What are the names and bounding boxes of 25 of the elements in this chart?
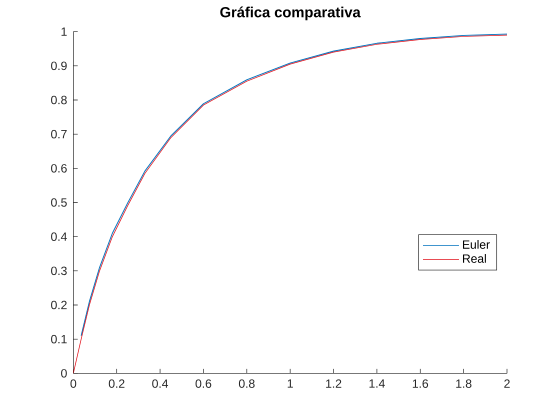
legend-label: Real [462, 254, 486, 263]
y-tick-label: 0.2 [51, 300, 67, 310]
x-tick-label: 1.4 [369, 379, 385, 388]
y-tick-label: 0.1 [51, 334, 67, 344]
y-tick-label: 0.9 [51, 62, 67, 70]
y-tick-label: 0.7 [51, 130, 67, 138]
y-tick-label: 0.4 [51, 232, 67, 241]
y-tick-label: 0.6 [51, 164, 67, 173]
x-tick-label: 1.6 [412, 379, 428, 388]
x-tick-label: 0.4 [152, 379, 168, 388]
x-tick-label: 2 [504, 379, 510, 388]
legend-label: Euler [462, 240, 490, 249]
x-tick-label: 0 [70, 379, 76, 388]
x-tick-label: 1 [288, 379, 293, 388]
y-tick-label: 0.8 [51, 96, 67, 104]
x-tick-label: 1.2 [326, 379, 342, 388]
y-tick-label: 0.3 [51, 266, 67, 276]
chart-title: Gráfica comparativa [220, 6, 361, 20]
y-tick-label: 1 [62, 28, 67, 36]
y-tick-label: 0 [61, 369, 67, 378]
x-tick-label: 0.6 [196, 379, 212, 388]
x-tick-label: 1.8 [456, 379, 472, 388]
x-tick-label: 0.8 [238, 379, 255, 388]
y-tick-label: 0.5 [51, 198, 67, 207]
x-tick-label: 0.2 [108, 379, 124, 388]
